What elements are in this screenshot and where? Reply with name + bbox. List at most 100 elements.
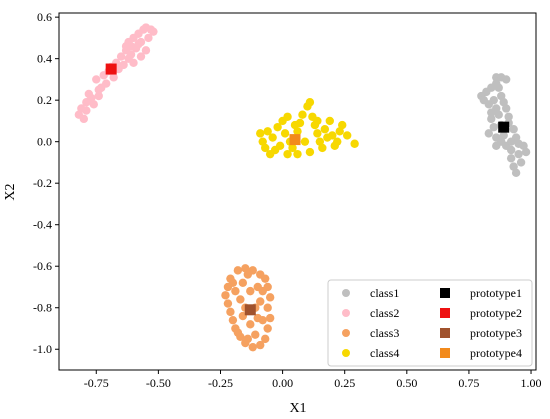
data-point [298,110,307,119]
legend-marker-class4 [342,349,350,357]
y-tick-label: 0.4 [37,52,52,66]
data-point [261,274,270,283]
y-axis-ticks: 0.6 0.4 0.2 0.0 -0.2 -0.4 -0.6 -0.8 -1.0 [33,10,59,356]
data-point [506,137,516,146]
data-point [238,278,248,288]
data-point [342,131,352,140]
data-point [325,116,334,126]
data-point [521,147,531,157]
series-class1 [477,73,531,178]
prototype1-marker [498,121,510,133]
data-point [94,85,103,94]
legend-marker-class1 [342,289,350,297]
data-point [258,286,267,296]
legend-label-prototype3: prototype3 [470,326,522,340]
legend-marker-prototype4 [440,348,450,358]
data-point [82,106,91,115]
x-tick-label: -0.75 [84,376,109,390]
data-point [492,141,501,151]
x-axis-label: X1 [289,401,306,416]
data-point [233,266,243,275]
legend-label-class4: class4 [370,346,399,360]
data-point [293,149,302,159]
data-point [494,110,503,119]
y-tick-label: -0.2 [33,176,52,190]
data-point [251,330,260,339]
legend-label-class1: class1 [370,286,399,300]
data-point [261,143,270,153]
prototype3-marker [244,304,256,316]
data-point [313,129,322,138]
prototype2-marker [105,63,117,75]
x-tick-label: -0.25 [208,376,233,390]
y-tick-label: 0.6 [37,10,52,24]
data-point [283,149,292,159]
data-point [514,139,523,148]
series-class4 [256,98,359,159]
x-tick-label: 0.75 [458,376,479,390]
data-point [243,270,253,279]
data-point [504,112,513,121]
data-point [506,145,516,155]
data-point [256,340,265,350]
data-point [265,313,275,323]
data-point [338,120,347,130]
data-point [116,52,126,61]
data-point [126,50,136,59]
data-point [136,52,146,61]
data-point [509,125,518,134]
legend-label-prototype4: prototype4 [470,346,522,360]
data-point [226,307,235,317]
legend-label-class2: class2 [370,306,399,320]
legend-label-class3: class3 [370,326,399,340]
data-point [479,95,489,105]
data-point [501,75,511,84]
data-point [109,73,118,82]
legend-marker-prototype3 [440,328,450,338]
data-point [228,278,238,288]
data-point [333,137,342,146]
data-point [506,154,516,163]
data-point [273,122,282,132]
data-point [231,286,240,296]
legend-label-prototype1: prototype1 [470,286,522,300]
data-point [288,143,297,153]
data-point [233,328,243,337]
data-point [305,147,315,157]
plot-area [58,12,537,371]
data-point [119,60,128,70]
data-point [313,116,322,126]
data-point [263,127,272,136]
legend-marker-prototype2 [440,308,450,318]
data-point [92,75,101,84]
data-point [236,295,245,304]
data-point [221,291,230,300]
x-tick-label: 0.50 [396,376,417,390]
data-point [275,141,285,151]
plot-frame [58,12,537,371]
y-tick-label: -0.4 [33,218,52,232]
data-point [318,143,327,153]
data-point [121,42,131,51]
data-point [141,46,151,55]
x-tick-label: 0.25 [334,376,355,390]
data-point [134,39,143,49]
data-point [84,89,94,99]
legend-marker-class3 [342,329,350,337]
data-point [243,334,253,344]
data-point [280,129,290,138]
data-point [350,139,359,148]
data-point [268,133,277,142]
legend: class1 class2 class3 class4 prototype1 protot… [327,279,533,367]
data-point [323,133,332,142]
y-axis-label: X2 [3,183,18,200]
legend-marker-class2 [342,309,350,317]
data-point [305,98,315,107]
data-point [484,129,493,138]
y-tick-label: -0.8 [33,301,52,315]
data-point [489,122,498,132]
legend-marker-prototype1 [440,288,450,298]
y-tick-label: 0.2 [37,93,52,107]
data-point [320,125,330,134]
x-tick-label: 1.00 [521,376,542,390]
